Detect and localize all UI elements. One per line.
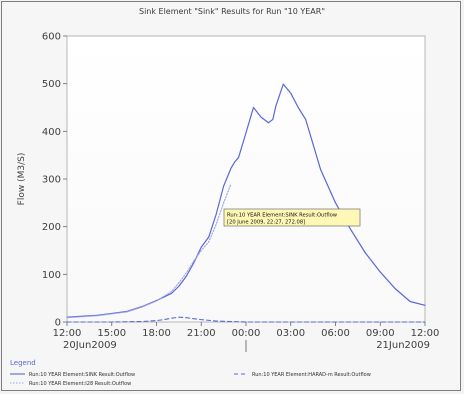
x-date-label: 21Jun2009 [376, 340, 430, 351]
x-tick-label: 06:00 [321, 328, 350, 339]
y-tick-label: 0 [55, 318, 61, 329]
y-tick-label: 100 [42, 270, 61, 281]
chart-title: Sink Element "Sink" Results for Run "10 … [139, 7, 325, 16]
x-tick-label: 12:00 [53, 328, 82, 339]
tooltip: Run:10 YEAR Element:SINK Result:Outflow … [223, 208, 361, 227]
x-tick-label: 18:00 [142, 328, 171, 339]
legend: Legend Run:10 YEAR Element:SINK Result:O… [10, 359, 371, 387]
y-tick-label: 500 [42, 79, 61, 90]
series-line-2 [66, 183, 232, 319]
x-date-label: 20Jun2009 [63, 340, 117, 351]
tooltip-box [223, 208, 361, 227]
x-tick-label: 21:00 [187, 328, 216, 339]
y-axis-label: Flow (M3/S) [17, 153, 27, 206]
x-tick-label: 09:00 [366, 328, 395, 339]
legend-title: Legend [10, 359, 36, 367]
x-tick-label: 03:00 [276, 328, 305, 339]
chart-canvas: Sink Element "Sink" Results for Run "10 … [2, 2, 460, 390]
y-axis: 0 100 200 300 400 500 600 [42, 32, 67, 329]
y-tick-label: 400 [42, 127, 61, 138]
y-tick-label: 200 [42, 222, 61, 233]
series-line-1 [66, 83, 426, 318]
x-tick-label: 15:00 [97, 328, 126, 339]
x-tick-label: 00:00 [232, 328, 261, 339]
x-axis: 12:00 15:00 18:00 21:00 00:00 03:00 06:00 09:00… [53, 322, 440, 352]
x-tick-label: 12:00 [411, 328, 440, 339]
series-layer [66, 83, 426, 323]
y-tick-label: 600 [42, 32, 61, 43]
tooltip-line-1: Run:10 YEAR Element:SINK Result:Outflow [227, 213, 338, 219]
series-line-3 [66, 316, 426, 323]
legend-label-1: Run:10 YEAR Element:SINK Result:Outflow [29, 372, 135, 378]
legend-label-2: Run:10 YEAR Element:HARAD-m Result:Outfl… [252, 372, 371, 378]
plot-area [66, 35, 426, 323]
tooltip-line-2: [20 June 2009, 22:27, 272.08] [227, 220, 305, 226]
y-tick-label: 300 [42, 175, 61, 186]
legend-label-3: Run:10 YEAR Element:I28 Result:Outflow [29, 381, 131, 387]
